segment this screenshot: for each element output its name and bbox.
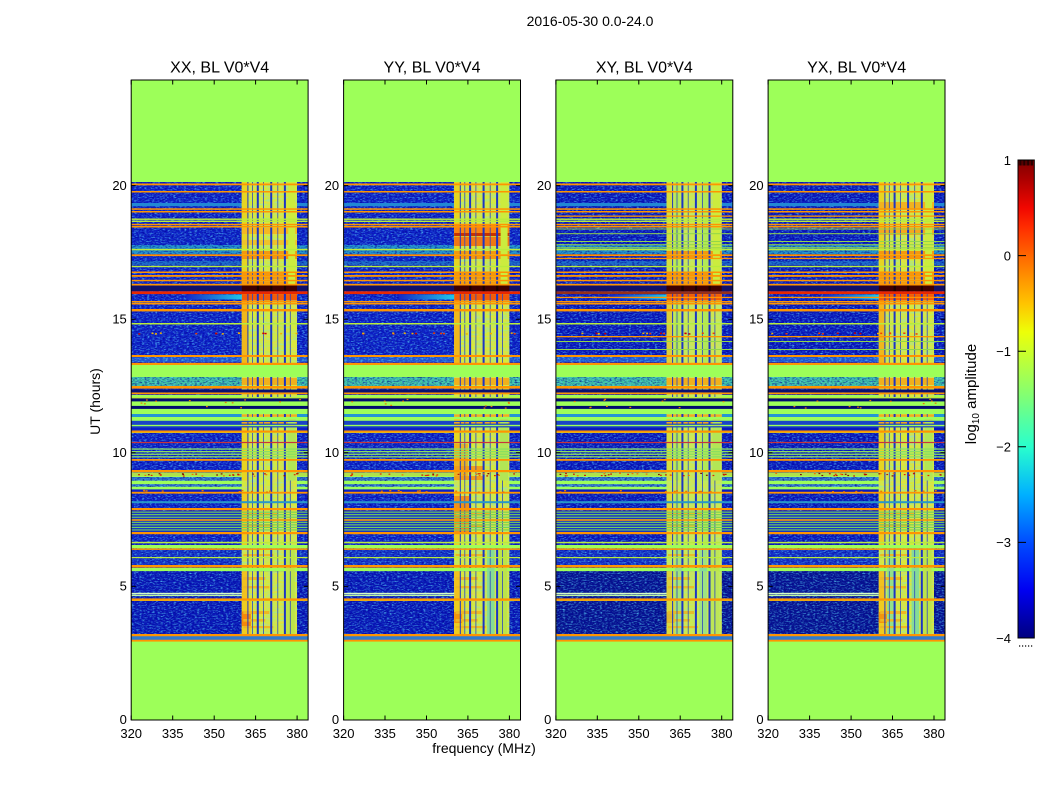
svg-text:1: 1 (1004, 153, 1011, 168)
svg-text:10: 10 (112, 445, 126, 460)
svg-text:log10 amplitude: log10 amplitude (963, 344, 982, 444)
svg-text:15: 15 (325, 311, 339, 326)
svg-text:20: 20 (749, 178, 763, 193)
svg-text:335: 335 (799, 726, 821, 741)
svg-text:−4: −4 (996, 631, 1011, 646)
svg-text:10: 10 (537, 445, 551, 460)
svg-text:10: 10 (749, 445, 763, 460)
svg-text:380: 380 (923, 726, 945, 741)
svg-text:YY, BL V0*V4: YY, BL V0*V4 (384, 60, 481, 77)
svg-text:2016-05-30 0.0-24.0: 2016-05-30 0.0-24.0 (527, 13, 654, 29)
svg-text:20: 20 (325, 178, 339, 193)
svg-text:frequency (MHz): frequency (MHz) (432, 740, 535, 756)
svg-text:−2: −2 (996, 440, 1011, 455)
svg-text:0: 0 (756, 712, 763, 727)
svg-text:5: 5 (332, 579, 339, 594)
svg-text:365: 365 (457, 726, 479, 741)
svg-text:−3: −3 (996, 535, 1011, 550)
svg-text:15: 15 (112, 311, 126, 326)
svg-text:XY, BL V0*V4: XY, BL V0*V4 (596, 60, 693, 77)
svg-text:5: 5 (756, 579, 763, 594)
svg-text:320: 320 (120, 726, 142, 741)
svg-text:320: 320 (757, 726, 779, 741)
svg-text:335: 335 (586, 726, 608, 741)
svg-text:YX, BL V0*V4: YX, BL V0*V4 (807, 60, 906, 77)
svg-text:335: 335 (374, 726, 396, 741)
svg-text:350: 350 (840, 726, 862, 741)
svg-text:365: 365 (669, 726, 691, 741)
svg-text:XX, BL V0*V4: XX, BL V0*V4 (170, 60, 269, 77)
svg-text:15: 15 (749, 311, 763, 326)
svg-text:0: 0 (120, 712, 127, 727)
svg-text:380: 380 (286, 726, 308, 741)
svg-text:0: 0 (1004, 248, 1011, 263)
svg-text:0: 0 (332, 712, 339, 727)
svg-text:10: 10 (325, 445, 339, 460)
svg-text:320: 320 (545, 726, 567, 741)
svg-text:350: 350 (416, 726, 438, 741)
svg-text:5: 5 (544, 579, 551, 594)
svg-text:0: 0 (544, 712, 551, 727)
svg-text:UT (hours): UT (hours) (87, 368, 103, 435)
svg-text:−1: −1 (996, 344, 1011, 359)
svg-text:335: 335 (162, 726, 184, 741)
svg-text:20: 20 (537, 178, 551, 193)
svg-text:380: 380 (499, 726, 521, 741)
svg-text:320: 320 (333, 726, 355, 741)
svg-text:350: 350 (628, 726, 650, 741)
svg-text:365: 365 (245, 726, 267, 741)
svg-text:20: 20 (112, 178, 126, 193)
svg-text:365: 365 (882, 726, 904, 741)
svg-text:380: 380 (711, 726, 733, 741)
svg-text:15: 15 (537, 311, 551, 326)
svg-text:350: 350 (203, 726, 225, 741)
svg-text:5: 5 (120, 579, 127, 594)
